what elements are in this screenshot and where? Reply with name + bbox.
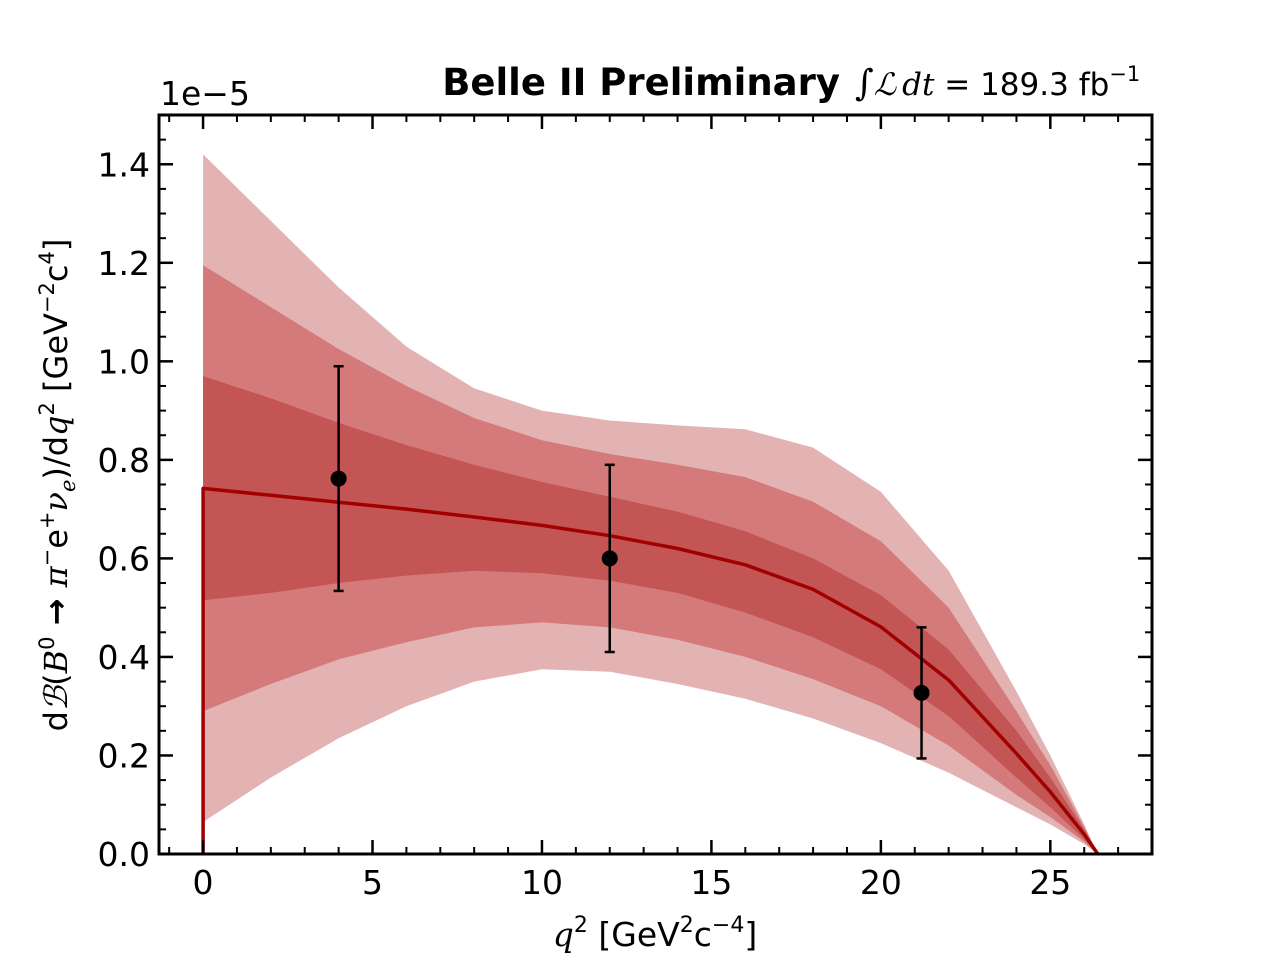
x-tick-label: 5 — [362, 863, 383, 902]
data-marker — [601, 550, 618, 567]
x-tick-label: 10 — [521, 863, 563, 902]
y-tick-label: 0.0 — [98, 835, 150, 874]
y-tick-label: 1.0 — [98, 342, 150, 381]
central-fit-layer — [201, 486, 1100, 855]
data-marker — [913, 684, 930, 701]
x-tick-label: 15 — [690, 863, 732, 902]
axis-ticks: 0 5 10 15 20 25 0.0 0.2 0.4 0.6 0.8 1.0 1.2 1.4 — [98, 115, 1152, 902]
x-axis-label: q2 [GeV2c−4] — [553, 913, 757, 954]
data-point-1 — [330, 365, 347, 593]
plot-title: Belle II Preliminary — [442, 61, 840, 104]
y-tick-label: 0.8 — [98, 441, 150, 480]
plot-frame — [157, 113, 1154, 856]
x-tick-label: 20 — [860, 863, 902, 902]
uncertainty-band-3 — [203, 376, 1098, 854]
x-tick-label: 0 — [193, 863, 214, 902]
y-tick-label: 1.4 — [98, 145, 150, 184]
y-axis-label: dℬ(B0 → π−e+νe)/dq2 [GeV−2c4] — [35, 239, 80, 732]
y-tick-label: 1.2 — [98, 244, 150, 283]
y-tick-label: 0.4 — [98, 638, 150, 677]
x-tick-label: 25 — [1029, 863, 1071, 902]
luminosity-label: ∫ℒ dt = 189.3 fb−1 — [855, 62, 1140, 104]
data-point-2 — [601, 463, 618, 654]
data-points-layer — [330, 365, 930, 760]
uncertainty-bands — [203, 154, 1098, 854]
y-offset-label: 1e−5 — [160, 74, 250, 113]
central-fit-line — [201, 486, 1100, 855]
y-tick-label: 0.6 — [98, 539, 150, 578]
y-tick-label: 0.2 — [98, 736, 150, 775]
data-point-3 — [913, 626, 930, 760]
data-marker — [330, 470, 347, 487]
